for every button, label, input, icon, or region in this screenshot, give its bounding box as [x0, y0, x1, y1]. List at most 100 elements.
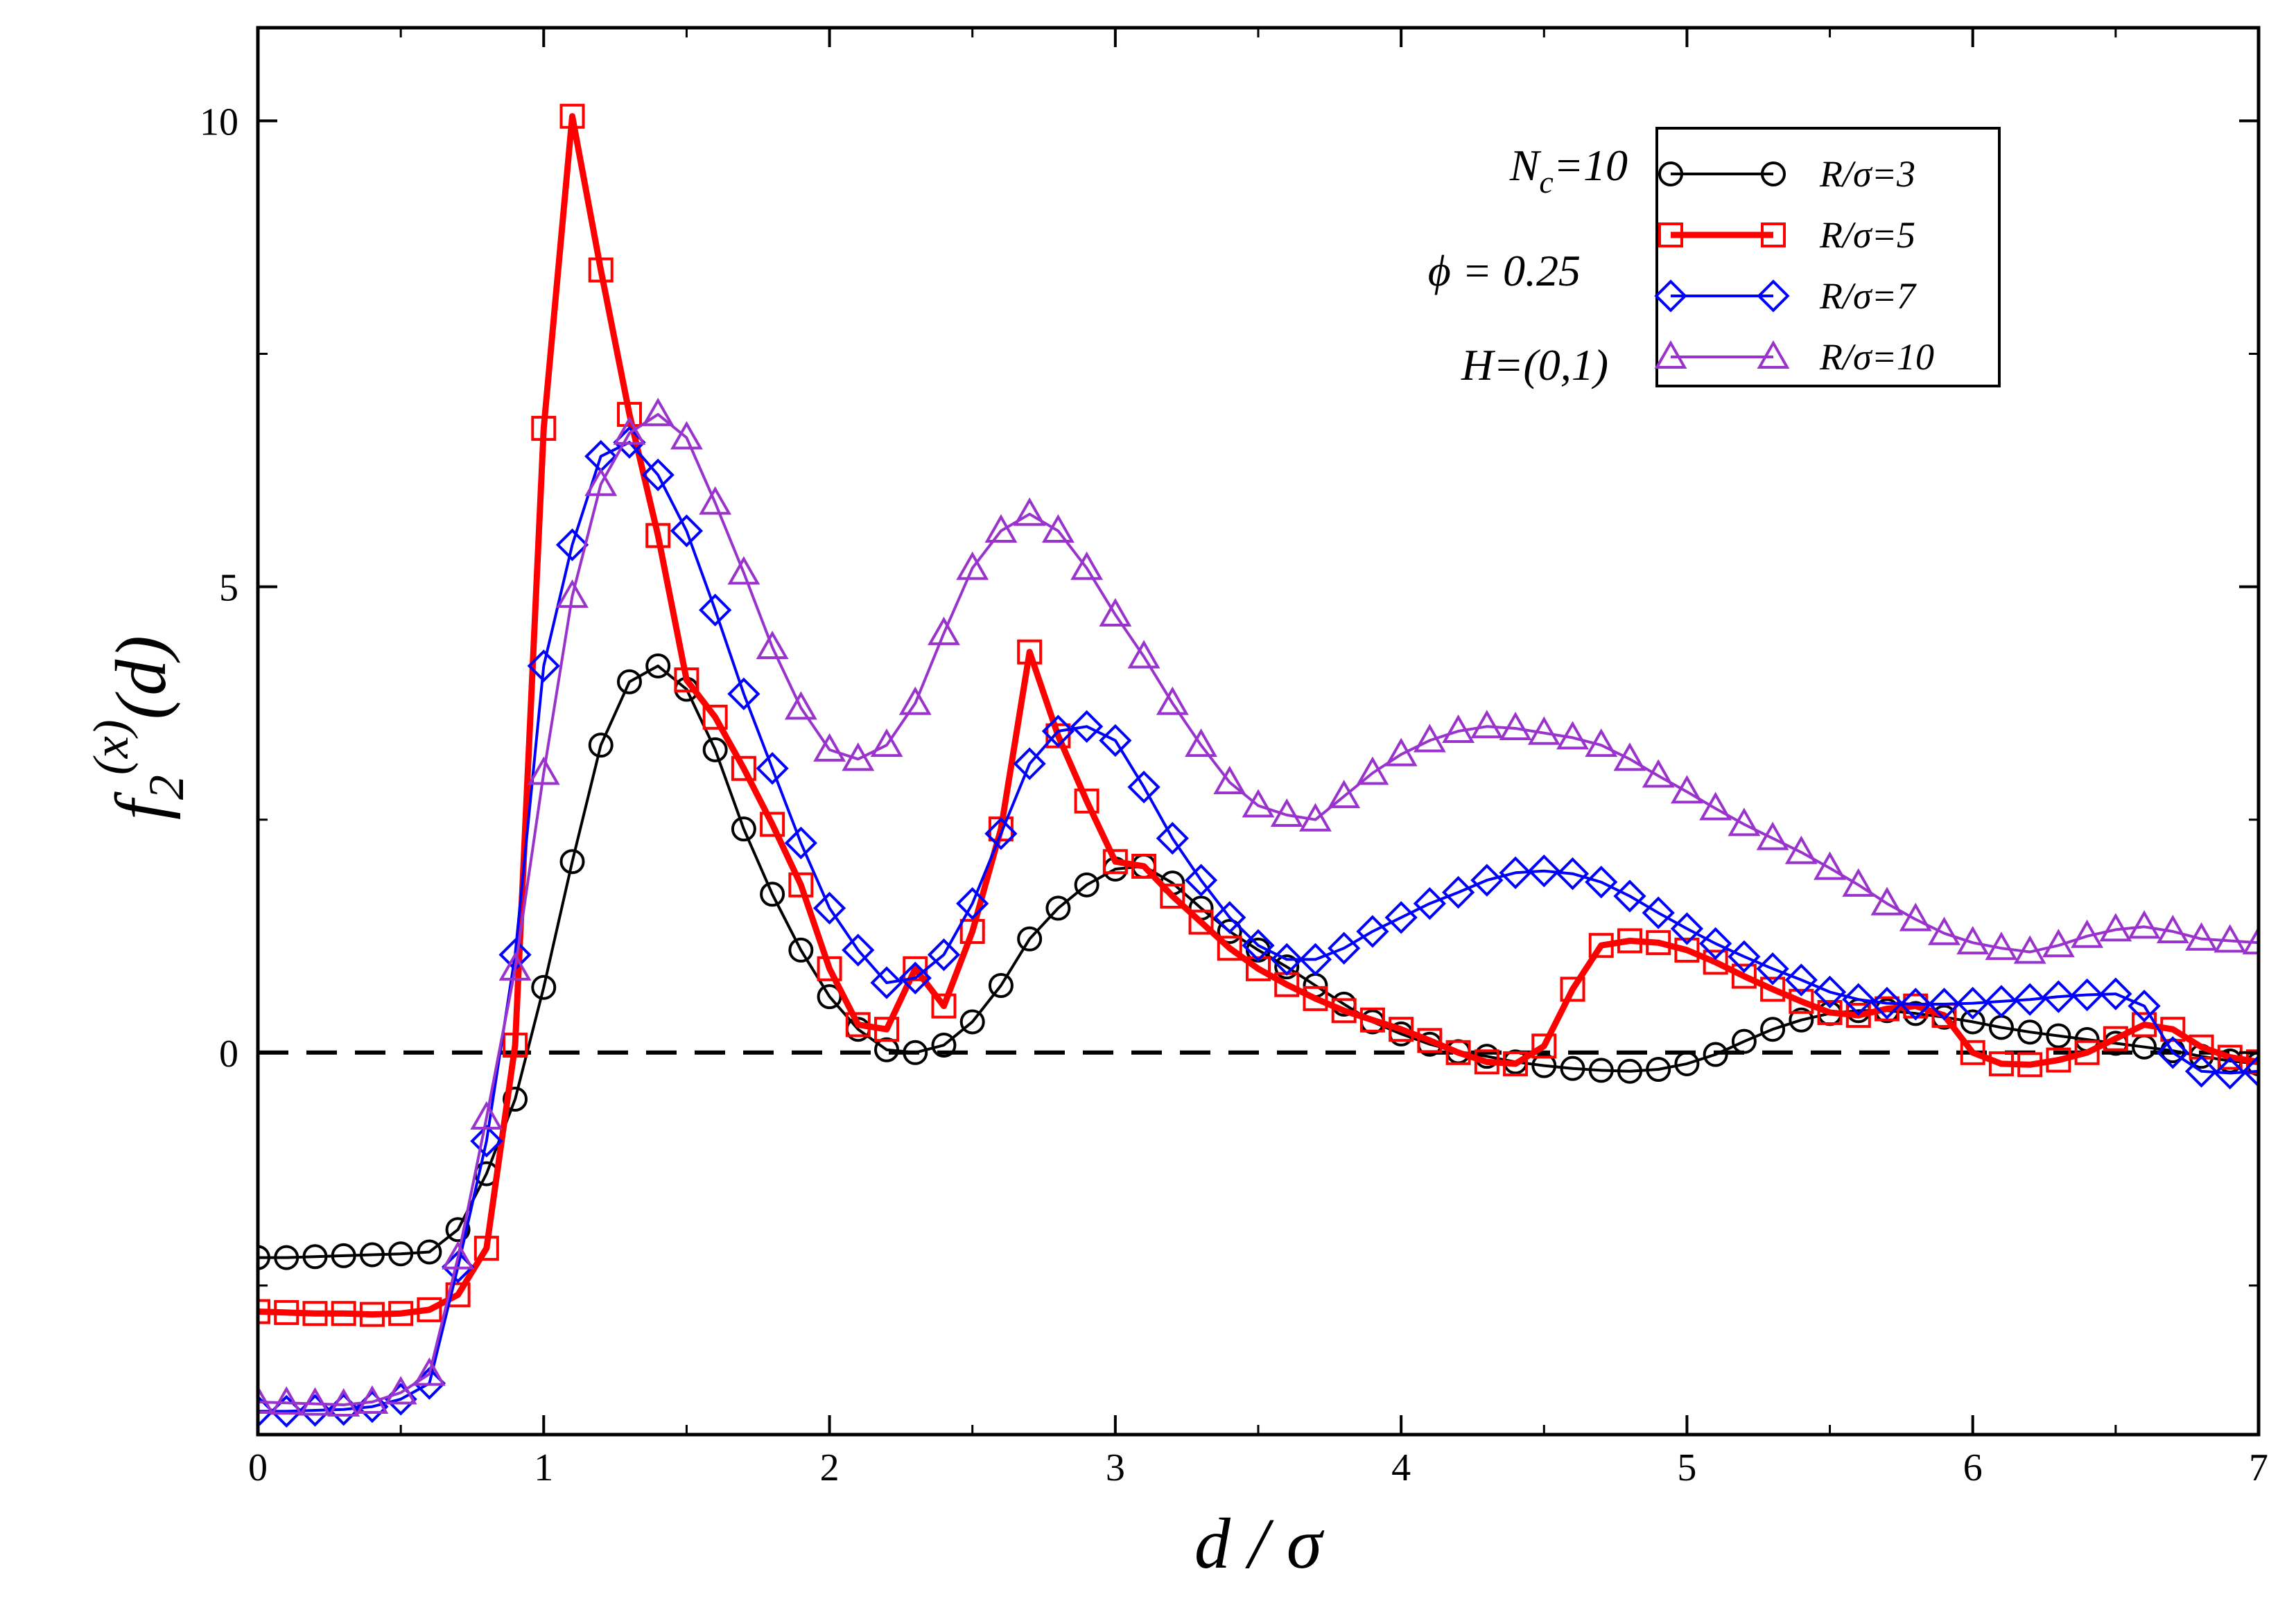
data-point: [1270, 943, 1303, 976]
data-point: [588, 257, 614, 283]
x-tick-label: 0: [248, 1446, 268, 1489]
y-axis-title-sup: (x): [83, 719, 139, 775]
data-point: [1985, 931, 2018, 961]
data-point: [1356, 915, 1389, 948]
data-point: [584, 467, 618, 496]
data-point: [274, 1299, 299, 1325]
data-point: [2214, 924, 2247, 953]
annotation-nc: Nc=10: [1509, 141, 1628, 200]
data-point: [699, 593, 732, 627]
data-point: [1442, 714, 1475, 743]
data-point: [1585, 866, 1618, 899]
data-point: [2099, 977, 2132, 1010]
data-point: [842, 742, 875, 771]
data-point: [1617, 1058, 1642, 1084]
data-point: [1613, 879, 1646, 913]
legend-marker-left: [1658, 222, 1683, 247]
data-point: [898, 686, 932, 715]
data-point: [270, 1386, 303, 1415]
data-point: [645, 523, 671, 548]
data-point: [699, 486, 732, 515]
data-point: [1156, 821, 1189, 855]
y-tick-label: 5: [219, 567, 238, 610]
data-point: [258, 1385, 275, 1414]
data-point: [1845, 1003, 1871, 1028]
data-point: [670, 421, 703, 450]
data-point: [1013, 497, 1046, 526]
data-point: [988, 973, 1014, 999]
data-point: [1217, 936, 1242, 961]
data-point: [2046, 1047, 2071, 1073]
data-point: [556, 579, 589, 608]
data-point: [1017, 639, 1043, 665]
data-point: [2071, 978, 2104, 1012]
data-point: [1728, 940, 1761, 973]
annotation-h: H=(0,1): [1461, 340, 1608, 389]
data-point: [1646, 1057, 1671, 1083]
data-point: [1213, 901, 1246, 934]
data-point: [817, 956, 842, 981]
data-point: [1127, 640, 1160, 669]
data-point: [531, 416, 557, 441]
data-point: [1185, 728, 1217, 757]
data-point: [2217, 1044, 2243, 1070]
legend-marker-left: [1658, 161, 1683, 186]
data-point: [1470, 710, 1504, 739]
data-point: [1413, 724, 1446, 753]
data-point: [1756, 821, 1789, 850]
x-tick-label: 7: [2249, 1446, 2268, 1489]
x-tick-label: 3: [1106, 1446, 1125, 1489]
data-point: [1985, 985, 2018, 1018]
data-point: [302, 1244, 328, 1270]
data-point: [359, 1242, 385, 1268]
data-point: [1560, 1055, 1585, 1081]
legend-entry: R/σ=5: [1658, 214, 1915, 256]
legend-entry: R/σ=3: [1658, 153, 1915, 195]
legend-label: R/σ=5: [1819, 214, 1915, 256]
data-point: [731, 816, 756, 842]
data-point: [616, 669, 642, 694]
ticks-layer: 0 1 2 3 4 5 6 7 0 5 10: [200, 28, 2268, 1489]
data-point: [1784, 963, 1818, 997]
data-point: [1013, 747, 1046, 780]
legend-label: R/σ=3: [1819, 153, 1915, 195]
data-point: [1270, 798, 1303, 827]
series-4: [258, 397, 2259, 1417]
data-point: [756, 752, 789, 785]
x-tick-label: 5: [1677, 1446, 1696, 1489]
data-point: [674, 667, 699, 693]
legend-marker-right: [1757, 340, 1790, 369]
data-point: [503, 1087, 528, 1112]
data-point: [1760, 1017, 1786, 1042]
data-point: [1298, 943, 1332, 976]
data-point: [1384, 737, 1418, 767]
data-point: [956, 551, 989, 580]
data-point: [1870, 986, 1904, 1020]
data-point: [1988, 1051, 2014, 1076]
data-point: [1384, 901, 1418, 934]
data-point: [2156, 915, 2189, 944]
data-point: [388, 1241, 414, 1267]
legend-marker-left: [1654, 340, 1687, 369]
data-point: [1299, 803, 1332, 832]
data-point: [874, 1037, 900, 1062]
data-point: [527, 756, 560, 785]
data-point: [1956, 926, 1990, 955]
data-point: [1499, 856, 1532, 889]
data-point: [984, 514, 1018, 543]
data-point: [1184, 864, 1218, 897]
data-point: [274, 1245, 299, 1270]
data-point: [2184, 1055, 2218, 1088]
data-point: [1160, 883, 1185, 909]
data-point: [1246, 956, 1271, 981]
data-point: [2242, 1055, 2259, 1088]
data-point: [1731, 1028, 1757, 1054]
data-point: [1646, 930, 1671, 956]
data-point: [1728, 807, 1761, 836]
data-point: [1588, 933, 1614, 958]
data-point: [1585, 728, 1618, 757]
data-point: [1441, 875, 1475, 909]
data-point: [842, 934, 875, 967]
data-point: [2242, 926, 2259, 955]
